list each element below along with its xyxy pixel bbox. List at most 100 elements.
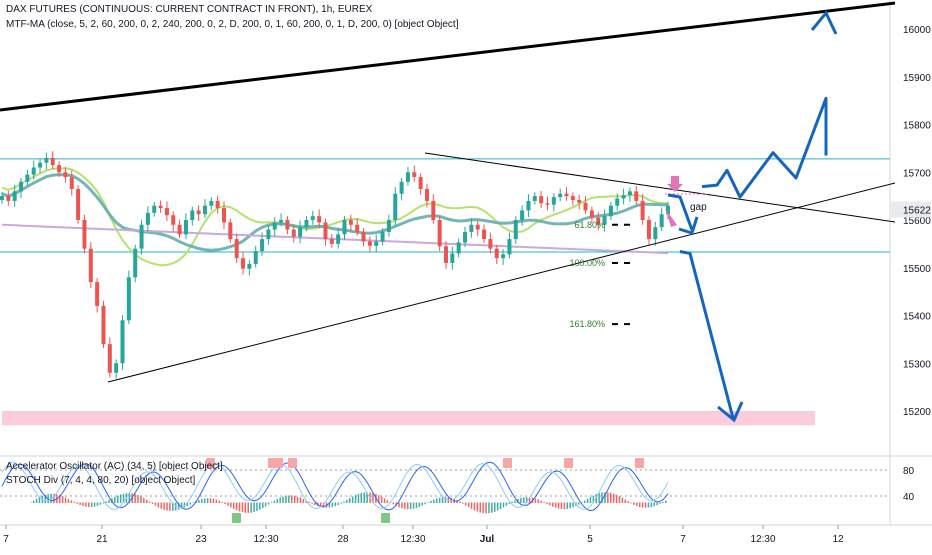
candle-body-84 <box>532 196 537 201</box>
ac-bar-195 <box>595 494 597 503</box>
current-price-tag <box>891 201 931 218</box>
ac-bar-55 <box>189 502 191 505</box>
ac-bar-34 <box>128 493 131 503</box>
ac-bar-152 <box>470 502 473 509</box>
ac-bar-175 <box>537 499 539 503</box>
ac-bar-56 <box>192 502 194 504</box>
stoch-k-line <box>1 461 669 512</box>
candle-body-55 <box>348 220 353 225</box>
ac-bar-209 <box>636 502 638 507</box>
ac-bar-203 <box>618 496 621 503</box>
ac-bar-208 <box>633 502 635 505</box>
ac-bar-142 <box>441 497 444 503</box>
ac-bar-59 <box>201 499 203 503</box>
candle-body-17 <box>107 344 112 373</box>
candle-body-27 <box>171 215 176 225</box>
ac-bar-165 <box>508 502 510 504</box>
ac-bar-108 <box>343 501 345 503</box>
ma-light-green-line <box>1 167 669 267</box>
candle-body-33 <box>209 200 214 206</box>
ac-bar-135 <box>421 502 423 506</box>
gap-pointer-icon <box>665 208 677 227</box>
ac-bar-138 <box>430 500 432 503</box>
ac-bar-185 <box>566 502 568 509</box>
candle-body-97 <box>615 198 620 206</box>
price-tick-label: 16000 <box>903 25 931 36</box>
candle-body-92 <box>583 202 588 211</box>
candle-body-93 <box>589 210 594 218</box>
candle-body-11 <box>69 177 74 189</box>
candle-body-37 <box>234 239 239 259</box>
ac-bar-181 <box>554 502 557 508</box>
ac-bar-177 <box>543 502 545 503</box>
candle-body-70 <box>444 246 448 263</box>
ac-bar-39 <box>143 498 145 503</box>
candle-body-35 <box>222 208 226 223</box>
ac-bar-36 <box>134 494 136 503</box>
candle-body-25 <box>158 205 163 209</box>
ac-bar-162 <box>499 502 502 510</box>
candle-body-95 <box>602 216 607 225</box>
ac-bar-70 <box>233 502 235 509</box>
ac-bar-78 <box>256 502 258 512</box>
ac-bar-103 <box>328 502 331 508</box>
ac-bar-65 <box>218 500 220 503</box>
ac-bar-73 <box>241 502 244 513</box>
x-tick-label-1: 21 <box>96 534 108 545</box>
candle-body-2 <box>12 191 17 201</box>
ac-bar-126 <box>395 502 397 506</box>
candle-body-43 <box>272 222 277 230</box>
candle-body-8 <box>50 157 55 166</box>
ac-bar-88 <box>285 495 287 503</box>
candle-body-67 <box>424 188 429 201</box>
ac-bar-5 <box>44 494 46 503</box>
candle-body-24 <box>152 205 157 213</box>
candle-body-9 <box>57 165 62 173</box>
fib-label-1: 100.00% <box>569 258 605 268</box>
ac-bar-158 <box>488 502 490 514</box>
candle-body-87 <box>551 197 556 205</box>
candle-body-60 <box>380 231 385 242</box>
ac-bar-153 <box>473 502 476 511</box>
ac-bar-166 <box>511 501 513 503</box>
candle-body-66 <box>418 177 423 189</box>
candle-body-39 <box>247 263 252 269</box>
ac-bar-183 <box>560 502 563 510</box>
projection-down-long-path <box>679 250 735 419</box>
bear-div-marker-6 <box>635 458 644 468</box>
ac-bar-26 <box>105 501 107 503</box>
candle-body-59 <box>374 241 379 246</box>
ac-bar-192 <box>586 498 589 503</box>
candle-body-89 <box>564 193 569 197</box>
candle-body-52 <box>329 239 334 244</box>
ac-bar-3 <box>38 497 41 503</box>
candle-body-31 <box>196 210 201 215</box>
ac-bar-147 <box>456 500 458 503</box>
candle-body-50 <box>317 216 322 223</box>
ac-bar-38 <box>140 496 142 503</box>
ac-bar-80 <box>262 502 264 509</box>
ac-bar-1 <box>32 500 35 503</box>
candle-body-91 <box>577 199 582 203</box>
ac-bar-194 <box>592 495 595 503</box>
ac-bar-196 <box>598 493 600 503</box>
ac-bar-116 <box>366 492 368 503</box>
ac-bar-91 <box>293 495 296 503</box>
price-tick-label: 15200 <box>903 407 931 418</box>
candle-body-64 <box>405 172 410 182</box>
ac-bar-64 <box>215 499 218 503</box>
upper-trendline <box>0 1 896 112</box>
candle-body-49 <box>310 216 315 220</box>
ac-bar-83 <box>270 502 273 503</box>
ac-bar-191 <box>583 500 586 503</box>
triangle-support-line <box>107 182 896 383</box>
projection-down-short-arrowhead-icon <box>678 216 699 235</box>
ac-bar-29 <box>114 496 116 503</box>
projection-down-long-arrowhead-icon <box>717 401 744 423</box>
stoch-div-legend: STOCH Div (7, 4, 4, 80, 20) [object Obje… <box>6 475 196 486</box>
ac-bar-137 <box>427 502 429 503</box>
ac-bar-94 <box>302 498 305 503</box>
ac-bar-98 <box>314 502 316 506</box>
x-tick-label-2: 23 <box>195 534 207 545</box>
candle-body-40 <box>253 251 258 264</box>
